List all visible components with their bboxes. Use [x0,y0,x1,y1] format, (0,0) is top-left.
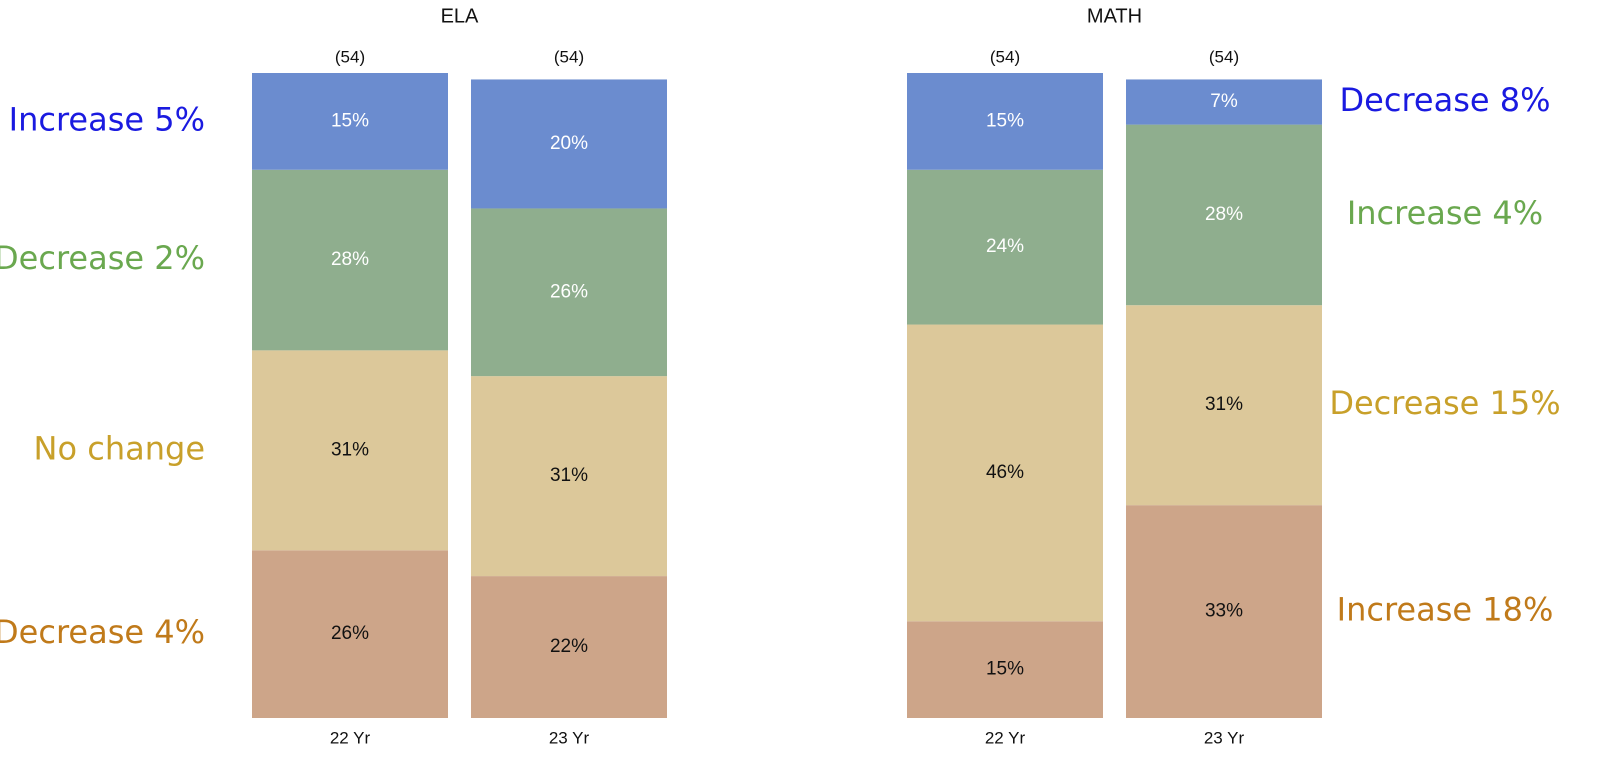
value-label: 7% [1210,91,1238,112]
value-label: 20% [550,133,588,154]
n-label: (54) [990,47,1020,66]
bar-segment [471,79,667,209]
bar-segment [1126,505,1322,718]
bar-segment [1126,305,1322,506]
bar-segment [252,73,448,170]
bar-segment [907,621,1103,718]
annotation: Increase 18% [1337,591,1554,629]
x-tick-label: 23 Yr [1204,728,1245,747]
value-label: 22% [550,636,588,657]
value-label: 33% [1205,601,1243,622]
annotation: Decrease 15% [1329,384,1560,422]
bar-segment [252,169,448,351]
bar-segment [471,208,667,377]
bar-segment [252,350,448,551]
bar-segment [1126,124,1322,306]
bar-segment [907,73,1103,170]
bar-segment [907,324,1103,622]
value-label: 31% [550,465,588,486]
value-label: 31% [1205,394,1243,415]
value-label: 15% [331,110,369,131]
annotation: Decrease 2% [0,239,205,277]
annotation: No change [34,429,205,467]
annotation: Increase 5% [9,100,205,138]
chart-title: MATH [1087,5,1142,27]
bar-segment [252,550,448,718]
chart-title: ELA [441,5,479,27]
value-label: 31% [331,439,369,460]
n-label: (54) [1209,47,1239,66]
n-label: (54) [335,47,365,66]
annotation: Decrease 4% [0,613,205,651]
bar-segment [471,376,667,577]
bar-segment [471,576,667,718]
value-label: 26% [550,281,588,302]
value-label: 15% [986,659,1024,680]
value-label: 28% [1205,204,1243,225]
value-label: 28% [331,249,369,270]
x-tick-label: 23 Yr [549,728,590,747]
x-tick-label: 22 Yr [330,728,371,747]
bar-segment [1126,79,1322,125]
annotation: Increase 4% [1347,194,1543,232]
annotation: Decrease 8% [1340,81,1551,119]
n-label: (54) [554,47,584,66]
value-label: 46% [986,462,1024,483]
x-tick-label: 22 Yr [985,728,1026,747]
value-label: 26% [331,623,369,644]
bar-segment [907,169,1103,325]
value-label: 15% [986,110,1024,131]
value-label: 24% [986,236,1024,257]
